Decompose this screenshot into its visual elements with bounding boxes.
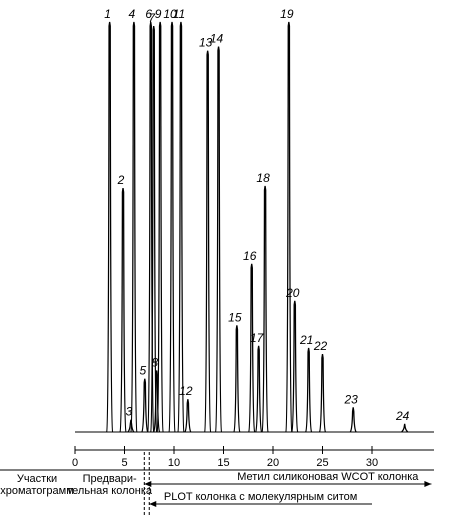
peak-label: 11 xyxy=(173,7,185,21)
peak xyxy=(127,419,135,433)
x-tick-label: 25 xyxy=(316,457,328,469)
arrow-head xyxy=(424,481,432,487)
peak-label: 14 xyxy=(210,32,224,46)
peak-label: 8 xyxy=(151,356,158,370)
peak-label: 6 xyxy=(145,7,152,21)
peak xyxy=(261,185,269,433)
peak-label: 18 xyxy=(256,171,270,185)
peak xyxy=(119,187,127,433)
peak xyxy=(168,21,176,433)
section-label: Метил силиконовая WCOT колонка xyxy=(237,471,419,483)
peak-label: 2 xyxy=(117,173,125,187)
sections-title: Участки хроматограмм xyxy=(0,473,74,497)
peak-label: 23 xyxy=(344,392,359,406)
peak-label: 20 xyxy=(285,286,300,300)
peak xyxy=(248,263,256,433)
peak-label: 13 xyxy=(199,36,213,50)
peak xyxy=(305,347,313,433)
peak xyxy=(204,50,212,433)
peak xyxy=(156,21,164,433)
section-label: PLOT колонка с молекулярным ситом xyxy=(164,491,357,503)
peak-label: 21 xyxy=(299,333,313,347)
peak xyxy=(153,370,161,433)
peak xyxy=(147,21,155,433)
x-tick-label: 10 xyxy=(168,457,180,469)
peak-label: 12 xyxy=(179,384,193,398)
peak-label: 22 xyxy=(313,339,328,353)
x-tick-label: 15 xyxy=(217,457,229,469)
peak xyxy=(291,300,299,433)
peak-label: 16 xyxy=(243,249,257,263)
section-label: Предвари-тельная колонка xyxy=(67,473,153,497)
peak xyxy=(130,21,138,433)
peak xyxy=(177,21,185,433)
peak-label: 17 xyxy=(250,331,265,345)
peak xyxy=(318,354,327,433)
peak-label: 4 xyxy=(129,7,136,21)
x-tick-label: 20 xyxy=(267,457,279,469)
peak xyxy=(285,21,293,433)
peak xyxy=(184,399,192,433)
peak-label: 3 xyxy=(126,405,133,419)
peak-label: 19 xyxy=(280,7,294,21)
peak-label: 9 xyxy=(155,7,162,21)
peak xyxy=(214,46,223,433)
peak-label: 15 xyxy=(228,310,242,324)
peak xyxy=(401,423,409,433)
peak xyxy=(106,21,114,433)
peak-label: 10 xyxy=(163,7,177,21)
peak-label: 5 xyxy=(139,364,146,378)
x-tick-label: 30 xyxy=(366,457,378,469)
x-tick-label: 0 xyxy=(72,457,78,469)
peak-label: 7 xyxy=(148,11,156,25)
peak-label: 24 xyxy=(395,409,410,423)
peak-label: 1 xyxy=(104,7,111,21)
arrow-head xyxy=(149,501,157,507)
peak xyxy=(141,378,149,433)
peak xyxy=(233,325,241,433)
peak xyxy=(255,345,263,433)
peak xyxy=(349,407,357,433)
x-tick-label: 5 xyxy=(121,457,127,469)
